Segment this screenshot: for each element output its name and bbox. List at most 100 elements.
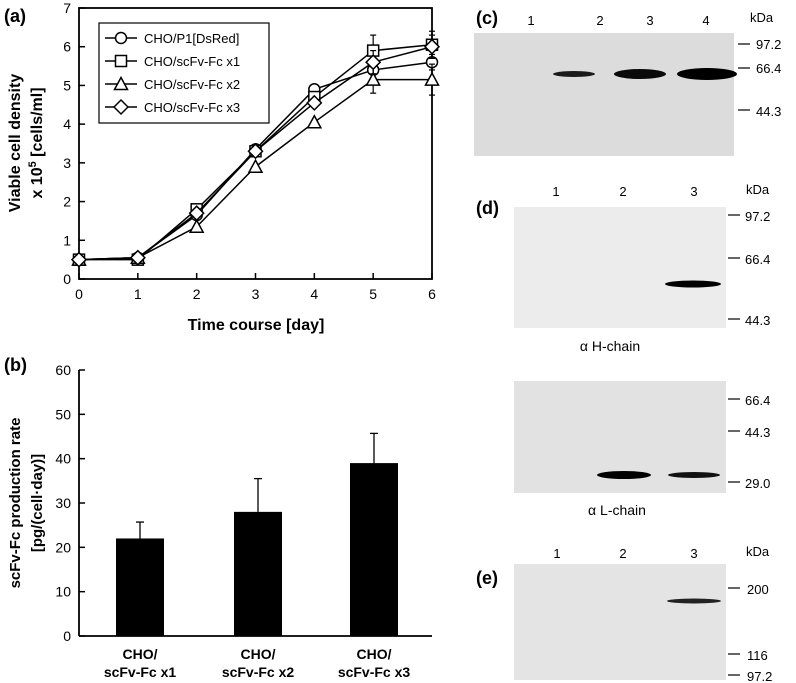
panel-e-western-blot: (e) 1 2 3 kDa 200 116 97.2 <box>476 544 772 683</box>
data-point <box>70 251 88 268</box>
panel-d-label: (d) <box>476 198 499 218</box>
blot-d-top-marker-66: 66.4 <box>745 252 770 267</box>
y-tick-label: 0 <box>63 628 71 644</box>
legend-marker <box>114 31 128 45</box>
blot-e-marker-97: 97.2 <box>747 669 772 683</box>
blot-c-lane-3: 3 <box>646 13 653 28</box>
category-label-line2: scFv-Fc x2 <box>222 664 295 680</box>
blot-d-lane-2: 2 <box>619 184 626 199</box>
legend-entry: CHO/P1[DsRed] <box>144 31 239 46</box>
legend-entry: CHO/scFv-Fc x2 <box>144 77 240 92</box>
data-point <box>306 94 323 111</box>
data-point <box>423 38 441 55</box>
y-tick-label: 5 <box>63 77 71 93</box>
blot-c-lane-4: 4 <box>702 13 709 28</box>
panel-b-bars <box>116 432 398 636</box>
category-label-line1: CHO/ <box>123 646 158 662</box>
blot-e-band-lane3 <box>667 598 721 604</box>
panel-a-y-label-suffix: [cells/ml] <box>29 87 46 161</box>
data-point <box>188 218 205 233</box>
blot-c-marker-97: 97.2 <box>756 37 781 52</box>
bar <box>350 463 398 636</box>
data-point <box>247 143 264 160</box>
panel-a-y-label-prefix: x 10 <box>29 167 46 198</box>
panel-a-label: (a) <box>4 6 26 26</box>
x-tick-label: 3 <box>252 286 260 302</box>
blot-d-top-caption: α H-chain <box>580 338 640 354</box>
data-point <box>188 205 205 222</box>
data-point <box>306 114 323 129</box>
legend-marker <box>113 75 129 91</box>
blot-e-kda-unit: kDa <box>746 544 770 559</box>
panel-b-y-axis-label-line2: [pg/(cell·day)] <box>29 454 46 552</box>
blot-e-lane-1: 1 <box>553 546 560 561</box>
blot-d-bottom-marker-44: 44.3 <box>745 425 770 440</box>
blot-e-lane-3: 3 <box>690 546 697 561</box>
y-tick-label: 30 <box>55 495 71 511</box>
panel-a-legend: CHO/P1[DsRed] CHO/scFv-Fc x1 CHO/scFv-Fc x… <box>98 22 270 124</box>
panel-b-category-labels: CHO/scFv-Fc x1 CHO/scFv-Fc x2 CHO/scFv-Fc … <box>104 646 411 680</box>
legend-entry: CHO/scFv-Fc x1 <box>144 54 240 69</box>
blot-c-lane-2: 2 <box>596 13 603 28</box>
panel-a-y-axis-label-line1: Viable cell density <box>7 74 24 213</box>
blot-d-top-marker-44: 44.3 <box>745 313 770 328</box>
legend-marker <box>112 98 130 116</box>
legend-marker <box>114 54 128 68</box>
y-tick-label: 0 <box>63 271 71 287</box>
data-point <box>365 71 381 86</box>
panel-a-x-axis-label: Time course [day] <box>188 317 325 334</box>
panel-b-label: (b) <box>4 355 27 375</box>
x-tick-label: 0 <box>75 286 83 302</box>
blot-d-lane-1: 1 <box>552 184 559 199</box>
blot-e-membrane <box>514 564 726 680</box>
panel-a-y-axis-label-line2: x 105 [cells/ml] <box>27 87 46 198</box>
blot-e-marker-116: 116 <box>747 648 768 663</box>
y-tick-label: 1 <box>63 232 71 248</box>
blot-e-lane-2: 2 <box>619 546 626 561</box>
legend-entry: CHO/scFv-Fc x3 <box>144 100 240 115</box>
bar <box>116 538 164 636</box>
x-tick-label: 1 <box>134 286 142 302</box>
blot-d-bottom-caption: α L-chain <box>588 502 646 518</box>
blot-d-top-membrane <box>514 207 726 328</box>
data-point <box>424 71 440 86</box>
x-tick-label: 2 <box>193 286 201 302</box>
blot-d-top-band-lane3 <box>665 280 721 288</box>
x-tick-label: 6 <box>428 286 436 302</box>
x-tick-label: 5 <box>369 286 377 302</box>
blot-c-kda-unit: kDa <box>750 10 774 25</box>
blot-d-bottom-band-lane2 <box>597 471 651 479</box>
data-point <box>365 54 382 71</box>
y-tick-label: 20 <box>55 539 71 555</box>
y-tick-label: 7 <box>63 0 71 16</box>
panel-a-series <box>70 30 441 268</box>
y-tick-label: 10 <box>55 584 71 600</box>
y-tick-label: 4 <box>63 116 71 132</box>
category-label-line2: scFv-Fc x3 <box>338 664 411 680</box>
blot-d-top-marker-97: 97.2 <box>745 209 770 224</box>
blot-c-band-lane3 <box>614 69 666 79</box>
panel-a-y-ticks: 0 1 2 3 4 5 6 7 <box>63 0 85 287</box>
bar <box>234 511 282 636</box>
y-tick-label: 60 <box>55 362 71 378</box>
y-tick-label: 6 <box>63 39 71 55</box>
blot-c-band-lane4 <box>677 68 737 80</box>
blot-d-bottom-marker-29: 29.0 <box>745 476 770 491</box>
category-label-line2: scFv-Fc x1 <box>104 664 177 680</box>
blot-c-membrane <box>474 33 734 156</box>
y-tick-label: 3 <box>63 155 71 171</box>
panel-a-line-chart: (a) 0 1 2 3 4 5 6 7 0 1 2 3 4 5 6 Time course [day] V… <box>4 0 441 334</box>
data-point <box>129 249 146 266</box>
panel-a-x-ticks: 0 1 2 3 4 5 6 <box>75 273 436 302</box>
blot-d-bottom-band-lane3 <box>668 472 720 478</box>
panel-c-label: (c) <box>476 8 498 28</box>
blot-d-kda-unit: kDa <box>746 182 770 197</box>
series-diamond <box>70 34 441 268</box>
panel-d-western-blots: (d) 1 2 3 kDa 97.2 66.4 44.3 α H-chain 6… <box>476 182 770 518</box>
category-label-line1: CHO/ <box>357 646 392 662</box>
blot-c-marker-66: 66.4 <box>756 61 781 76</box>
blot-e-marker-200: 200 <box>747 582 769 597</box>
panel-a-y-label-superscript: 5 <box>27 161 39 167</box>
